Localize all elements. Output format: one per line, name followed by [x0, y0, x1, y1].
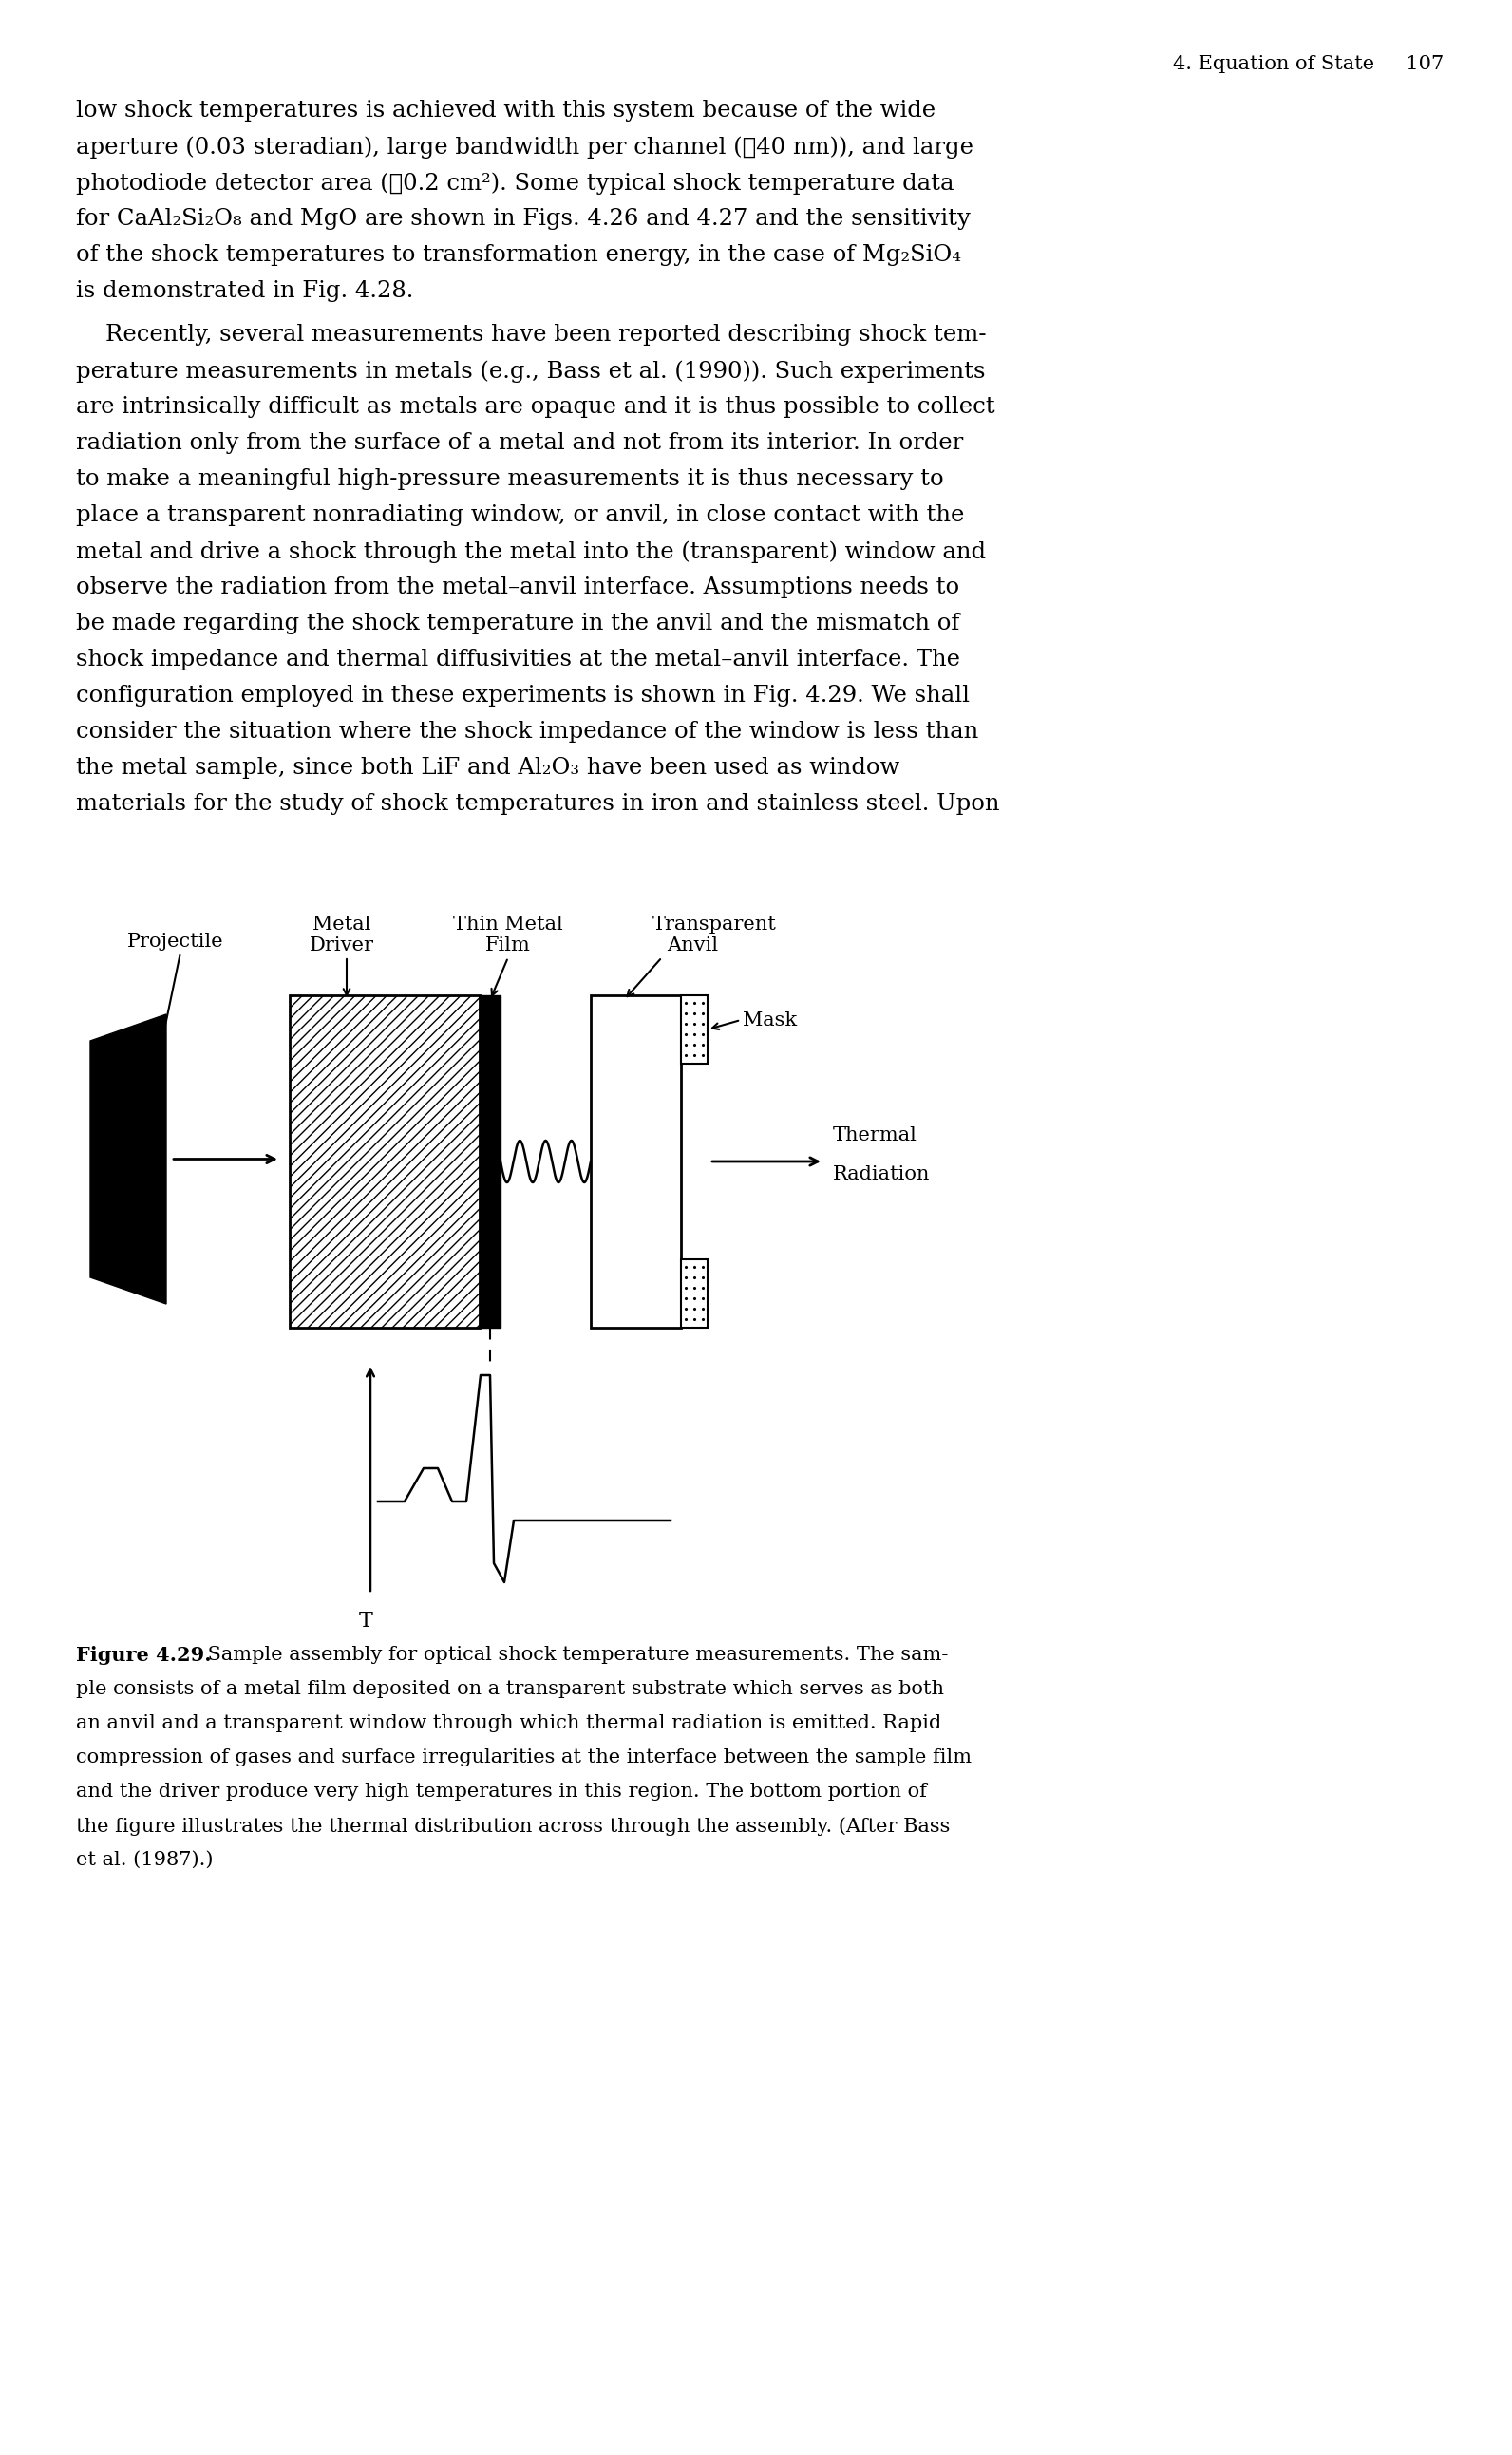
Text: shock impedance and thermal diffusivities at the metal–anvil interface. The: shock impedance and thermal diffusivitie…: [76, 648, 960, 670]
Polygon shape: [91, 1014, 166, 1304]
Text: for CaAl₂Si₂O₈ and MgO are shown in Figs. 4.26 and 4.27 and the sensitivity: for CaAl₂Si₂O₈ and MgO are shown in Figs…: [76, 209, 971, 231]
Text: Metal: Metal: [313, 916, 370, 933]
Bar: [680, 1259, 708, 1328]
Text: Anvil: Anvil: [667, 935, 718, 955]
Text: low shock temperatures is achieved with this system because of the wide: low shock temperatures is achieved with …: [76, 101, 936, 123]
Bar: [479, 994, 500, 1328]
Text: are intrinsically difficult as metals are opaque and it is thus possible to coll: are intrinsically difficult as metals ar…: [76, 395, 995, 417]
Text: consider the situation where the shock impedance of the window is less than: consider the situation where the shock i…: [76, 722, 978, 744]
Text: be made regarding the shock temperature in the anvil and the mismatch of: be made regarding the shock temperature …: [76, 614, 960, 633]
Text: Recently, several measurements have been reported describing shock tem-: Recently, several measurements have been…: [76, 324, 986, 346]
Text: aperture (0.03 steradian), large bandwidth per channel (∰40 nm)), and large: aperture (0.03 steradian), large bandwid…: [76, 135, 974, 157]
Text: Thin Metal: Thin Metal: [454, 916, 562, 933]
Bar: [290, 994, 479, 1328]
Text: photodiode detector area (∲0.2 cm²). Some typical shock temperature data: photodiode detector area (∲0.2 cm²). Som…: [76, 172, 954, 194]
Text: of the shock temperatures to transformation energy, in the case of Mg₂SiO₄: of the shock temperatures to transformat…: [76, 243, 962, 265]
Text: Radiation: Radiation: [833, 1166, 930, 1183]
Text: 4. Equation of State     107: 4. Equation of State 107: [1173, 54, 1444, 74]
Text: and the driver produce very high temperatures in this region. The bottom portion: and the driver produce very high tempera…: [76, 1782, 927, 1800]
Text: the metal sample, since both LiF and Al₂O₃ have been used as window: the metal sample, since both LiF and Al₂…: [76, 756, 900, 778]
Bar: [591, 994, 680, 1328]
Text: to make a meaningful high-pressure measurements it is thus necessary to: to make a meaningful high-pressure measu…: [76, 469, 943, 491]
Text: place a transparent nonradiating window, or anvil, in close contact with the: place a transparent nonradiating window,…: [76, 503, 965, 525]
Text: radiation only from the surface of a metal and not from its interior. In order: radiation only from the surface of a met…: [76, 432, 963, 454]
Text: Sample assembly for optical shock temperature measurements. The sam-: Sample assembly for optical shock temper…: [201, 1645, 948, 1664]
Text: Transparent: Transparent: [653, 916, 777, 933]
Text: materials for the study of shock temperatures in iron and stainless steel. Upon: materials for the study of shock tempera…: [76, 793, 999, 815]
Text: Mask: Mask: [742, 1011, 797, 1029]
Text: the figure illustrates the thermal distribution across through the assembly. (Af: the figure illustrates the thermal distr…: [76, 1817, 950, 1836]
Text: Film: Film: [485, 935, 531, 955]
Text: ple consists of a metal film deposited on a transparent substrate which serves a: ple consists of a metal film deposited o…: [76, 1679, 943, 1699]
Bar: [290, 994, 479, 1328]
Text: et al. (1987).): et al. (1987).): [76, 1851, 213, 1868]
Text: perature measurements in metals (e.g., Bass et al. (1990)). Such experiments: perature measurements in metals (e.g., B…: [76, 361, 986, 383]
Text: Projectile: Projectile: [127, 933, 224, 950]
Bar: [680, 994, 708, 1063]
Text: compression of gases and surface irregularities at the interface between the sam: compression of gases and surface irregul…: [76, 1748, 972, 1768]
Text: metal and drive a shock through the metal into the (transparent) window and: metal and drive a shock through the meta…: [76, 540, 986, 562]
Text: Thermal: Thermal: [833, 1127, 918, 1144]
Text: is demonstrated in Fig. 4.28.: is demonstrated in Fig. 4.28.: [76, 280, 413, 302]
Text: observe the radiation from the metal–anvil interface. Assumptions needs to: observe the radiation from the metal–anv…: [76, 577, 960, 599]
Text: T: T: [358, 1610, 373, 1633]
Text: configuration employed in these experiments is shown in Fig. 4.29. We shall: configuration employed in these experime…: [76, 685, 969, 707]
Text: an anvil and a transparent window through which thermal radiation is emitted. Ra: an anvil and a transparent window throug…: [76, 1714, 942, 1733]
Text: Driver: Driver: [310, 935, 373, 955]
Text: Figure 4.29.: Figure 4.29.: [76, 1645, 212, 1664]
